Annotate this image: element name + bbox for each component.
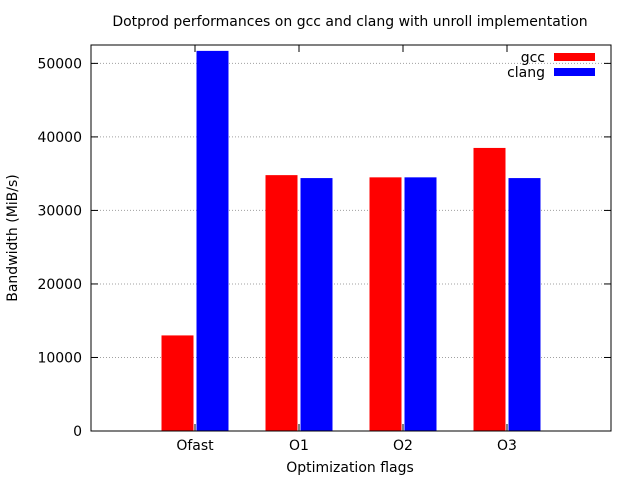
x-tick-label: O1 xyxy=(289,438,309,454)
clang-bar xyxy=(300,178,333,431)
legend-swatch-clang xyxy=(554,68,595,76)
gcc-bar xyxy=(369,177,402,431)
y-tick-label: 0 xyxy=(73,424,82,440)
clang-bar xyxy=(404,177,437,431)
y-tick-label: 20000 xyxy=(37,277,82,293)
legend-label-gcc: gcc xyxy=(521,50,545,66)
y-tick-label: 30000 xyxy=(37,203,82,219)
y-tick-label: 50000 xyxy=(37,56,82,72)
y-axis-label: Bandwidth (MiB/s) xyxy=(5,174,21,302)
y-tick-label: 40000 xyxy=(37,130,82,146)
gcc-bar xyxy=(161,335,194,431)
bars xyxy=(161,50,541,432)
chart-title: Dotprod performances on gcc and clang wi… xyxy=(112,14,587,30)
x-tick-label: O2 xyxy=(393,438,413,454)
gcc-bar xyxy=(473,147,506,431)
clang-bar xyxy=(508,178,541,431)
x-tick-label: Ofast xyxy=(176,438,214,454)
y-tick-label: 10000 xyxy=(37,350,82,366)
legend-label-clang: clang xyxy=(507,65,545,81)
clang-bar xyxy=(196,50,229,432)
legend-swatch-gcc xyxy=(554,53,595,61)
axis-ticks: 0 10000 20000 30000 40000 50000 Ofast O1 O2 O3 xyxy=(37,45,611,454)
x-tick-label: O3 xyxy=(497,438,517,454)
gcc-bar xyxy=(265,175,298,431)
plot-frame xyxy=(90,44,612,432)
x-axis-label: Optimization flags xyxy=(286,460,414,476)
